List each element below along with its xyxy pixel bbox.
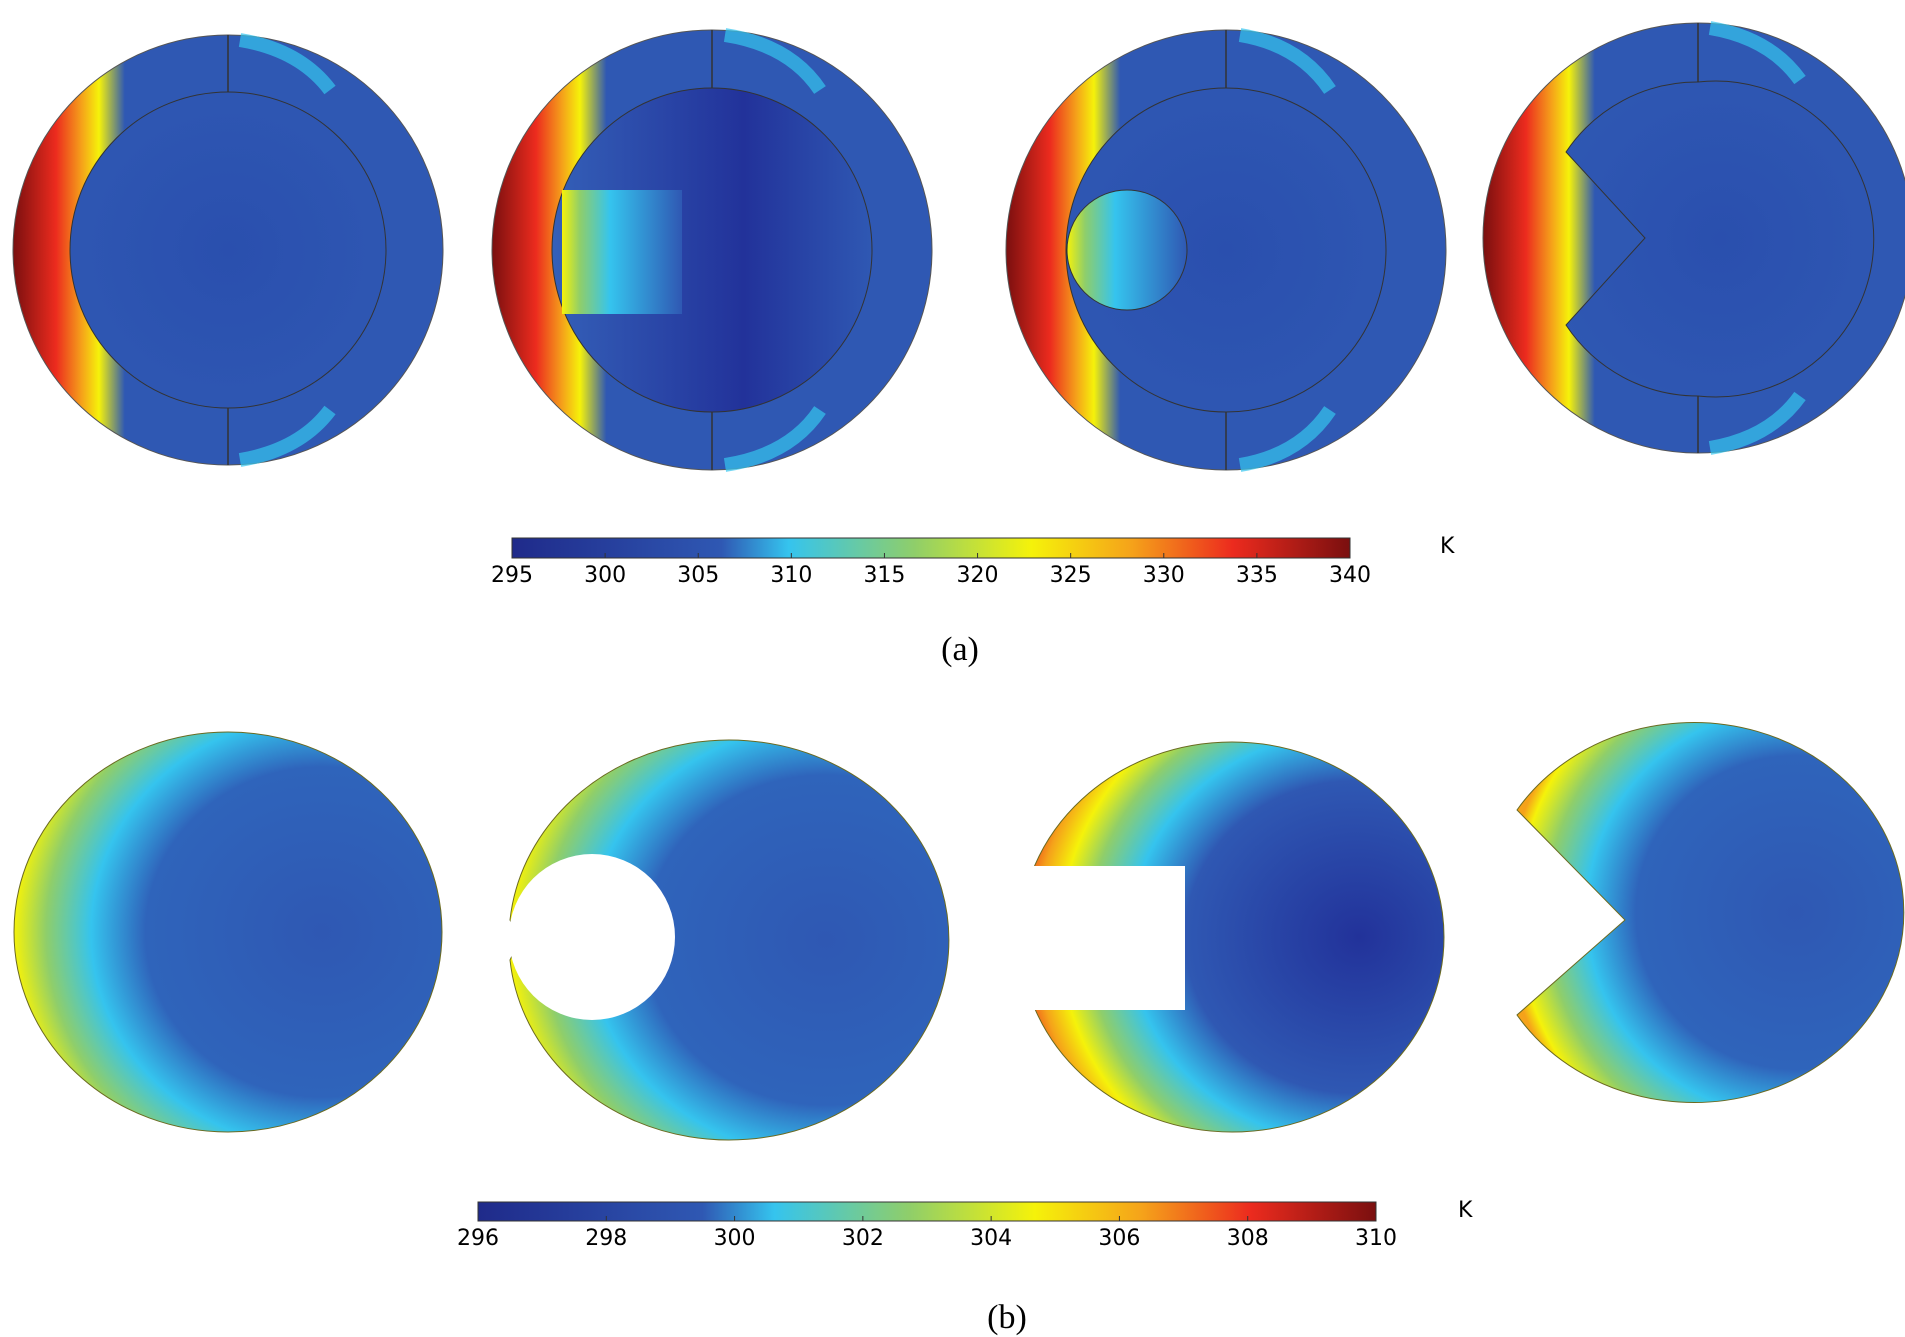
colorbar-tick-label: 320 — [957, 563, 999, 588]
panel-a-circular-hole — [1005, 28, 1447, 472]
colorbar-tick-label: 296 — [457, 1226, 499, 1251]
colorbar-tick-label: 300 — [584, 563, 626, 588]
colorbar-tick-label: 315 — [863, 563, 905, 588]
colorbar-a-ticks: 295 300 305 310 315 320 325 330 335 340 — [491, 553, 1371, 588]
colorbar-tick-label: 300 — [714, 1226, 756, 1251]
colorbar-tick-label: 306 — [1098, 1226, 1140, 1251]
panel-b-rectangular-notch — [1012, 741, 1445, 1133]
colorbar-tick-label: 302 — [842, 1226, 884, 1251]
colorbar-tick-label: 304 — [970, 1226, 1012, 1251]
panel-b-v-notch — [1516, 722, 1905, 1103]
panel-a-plain-disk — [12, 33, 444, 467]
panel-a-rectangular-hole — [491, 28, 933, 472]
colorbar-tick-label: 305 — [677, 563, 719, 588]
colorbar-tick-label: 325 — [1050, 563, 1092, 588]
panel-b: 296 298 300 302 304 306 308 310 K (b) — [13, 722, 1905, 1336]
colorbar-b: 296 298 300 302 304 306 308 310 K — [457, 1198, 1473, 1251]
panel-b-plain-disk — [13, 731, 443, 1133]
colorbar-tick-label: 308 — [1227, 1226, 1269, 1251]
colorbar-tick-label: 310 — [770, 563, 812, 588]
colorbar-a-unit: K — [1440, 534, 1455, 559]
panel-a-v-notch — [1482, 21, 1905, 455]
colorbar-tick-label: 330 — [1143, 563, 1185, 588]
panel-a: 295 300 305 310 315 320 325 330 335 340 K (a) — [12, 21, 1905, 668]
caption-a: (a) — [941, 631, 979, 668]
colorbar-tick-label: 335 — [1236, 563, 1278, 588]
colorbar-a: 295 300 305 310 315 320 325 330 335 340 K — [491, 534, 1455, 588]
colorbar-tick-label: 298 — [585, 1226, 627, 1251]
colorbar-b-unit: K — [1458, 1198, 1473, 1223]
caption-b: (b) — [987, 1299, 1027, 1336]
colorbar-tick-label: 310 — [1355, 1226, 1397, 1251]
colorbar-b-ticks: 296 298 300 302 304 306 308 310 — [457, 1216, 1397, 1251]
colorbar-tick-label: 340 — [1329, 563, 1371, 588]
panel-b-circular-notch — [509, 739, 950, 1141]
colorbar-tick-label: 295 — [491, 563, 533, 588]
